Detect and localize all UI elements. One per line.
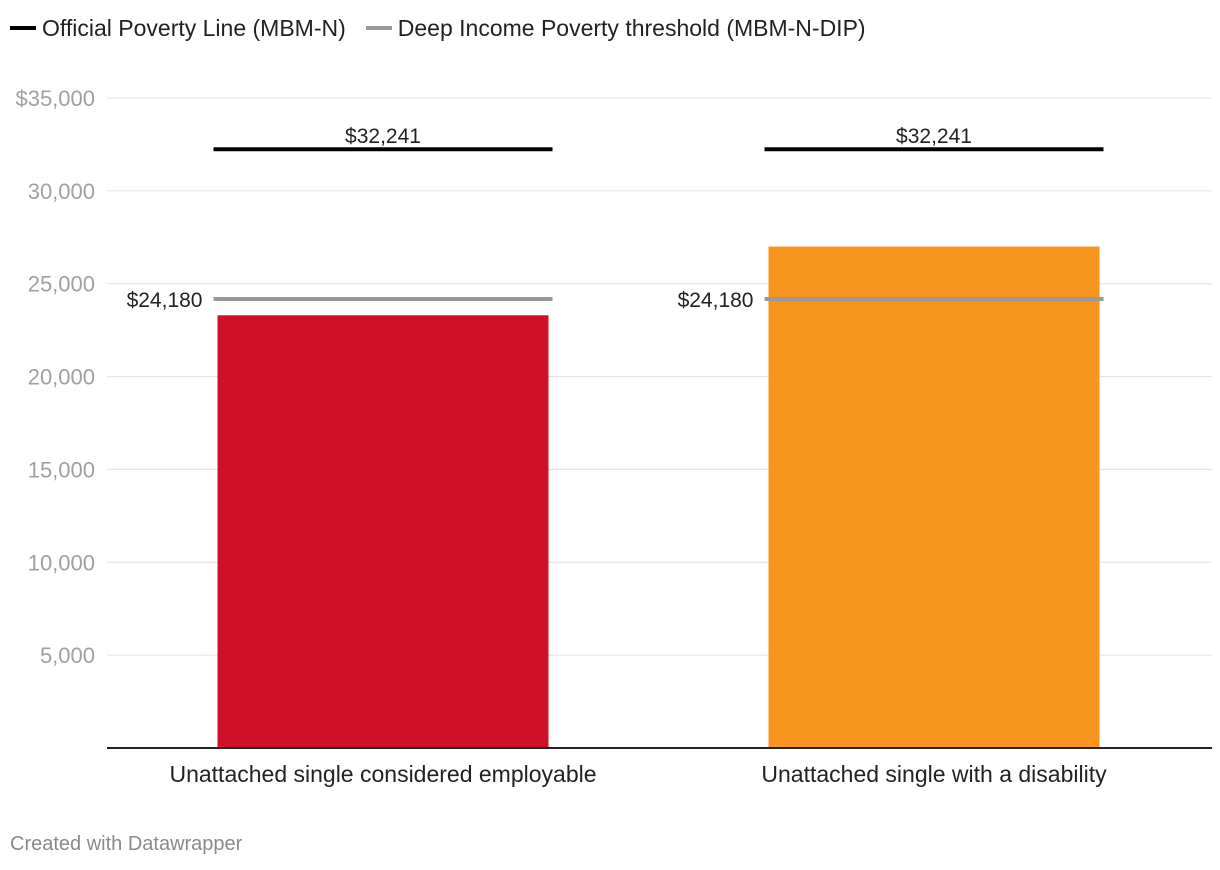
- official-poverty-line-label: $32,241: [896, 125, 972, 148]
- y-tick-label: 20,000: [28, 365, 95, 390]
- legend-item-deep-income-poverty: Deep Income Poverty threshold (MBM-N-DIP…: [365, 14, 866, 42]
- y-tick-label: 30,000: [28, 179, 95, 204]
- y-tick-label: 15,000: [28, 457, 95, 482]
- legend-swatch-black-line: [10, 26, 36, 30]
- bar: [768, 246, 1100, 749]
- legend-label-official-poverty-line: Official Poverty Line (MBM-N): [42, 14, 346, 41]
- y-tick-label: $35,000: [15, 86, 95, 111]
- footer-credit: Created with Datawrapper: [10, 833, 243, 855]
- y-tick-label: 10,000: [28, 550, 95, 575]
- bar: [217, 315, 549, 748]
- x-category-label: Unattached single with a disability: [761, 761, 1107, 787]
- y-tick-label: 25,000: [28, 272, 95, 297]
- official-poverty-line-label: $32,241: [345, 125, 421, 148]
- legend-swatch-grey-line: [365, 26, 392, 30]
- deep-poverty-threshold-label: $24,180: [127, 289, 203, 312]
- x-category-label: Unattached single considered employable: [169, 761, 596, 787]
- chart-legend: Official Poverty Line (MBM-N) Deep Incom…: [10, 12, 866, 44]
- y-tick-label: 5,000: [40, 643, 95, 668]
- legend-item-official-poverty-line: Official Poverty Line (MBM-N): [10, 15, 346, 42]
- deep-poverty-threshold-label: $24,180: [678, 289, 754, 312]
- legend-label-deep-income-poverty: Deep Income Poverty threshold (MBM-N-DIP…: [397, 14, 866, 41]
